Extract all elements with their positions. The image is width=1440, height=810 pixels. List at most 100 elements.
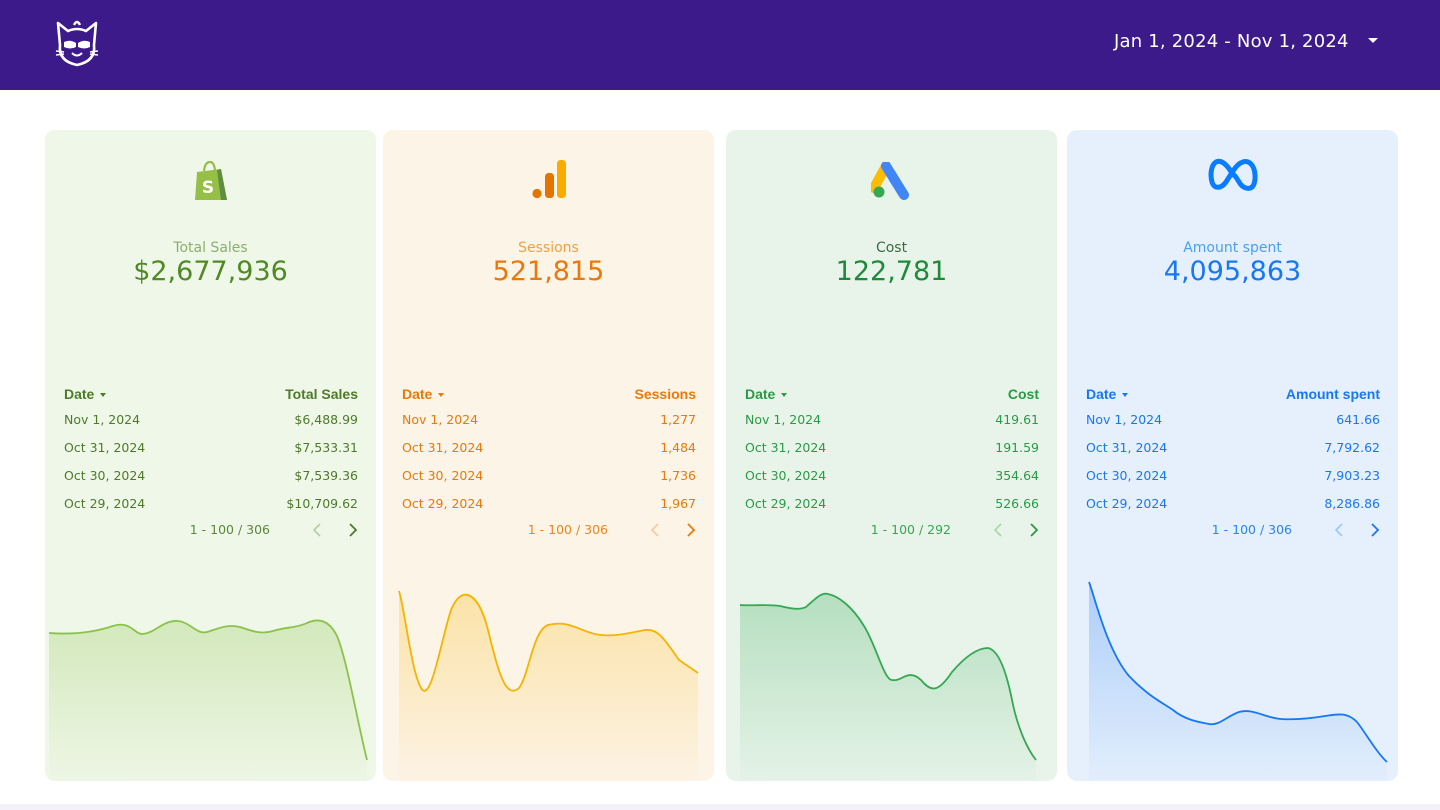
kpi-label: Amount spent (1183, 240, 1282, 256)
kpi-value: $2,677,936 (133, 256, 288, 287)
chevron-right-icon[interactable] (1029, 522, 1039, 538)
row-date: Nov 1, 2024 (745, 412, 822, 427)
row-value: 526.66 (995, 496, 1039, 511)
date-column-header[interactable]: Date (1086, 386, 1129, 402)
sort-caret-icon[interactable] (781, 393, 788, 398)
row-date: Oct 30, 2024 (64, 468, 146, 483)
kpi-value: 4,095,863 (1163, 256, 1302, 287)
row-date: Oct 30, 2024 (402, 468, 484, 483)
trend-area (740, 593, 1036, 781)
row-date: Oct 31, 2024 (402, 440, 484, 455)
pagination-range: 1 - 100 / 306 (189, 522, 270, 537)
row-value: $6,488.99 (294, 412, 358, 427)
meta-icon (1067, 158, 1398, 318)
cat-mascot-icon[interactable] (52, 17, 102, 69)
pagination-range: 1 - 100 / 306 (527, 522, 608, 537)
table-row: Oct 31, 2024 7,792.62 (1086, 440, 1380, 460)
table-row: Nov 1, 2024 1,277 (402, 412, 696, 432)
row-date: Oct 31, 2024 (745, 440, 827, 455)
trend-sparkline (1088, 581, 1388, 781)
metric-column-header[interactable]: Sessions (634, 386, 696, 402)
pagination-range: 1 - 100 / 306 (1211, 522, 1292, 537)
shopify-icon: S (45, 160, 376, 326)
chevron-left-icon[interactable] (312, 522, 322, 538)
chevron-right-icon[interactable] (686, 522, 696, 538)
row-value: 8,286.86 (1324, 496, 1380, 511)
table-row: Oct 31, 2024 191.59 (745, 440, 1039, 460)
row-date: Oct 29, 2024 (402, 496, 484, 511)
row-date: Nov 1, 2024 (64, 412, 141, 427)
row-date: Nov 1, 2024 (1086, 412, 1163, 427)
trend-sparkline (398, 590, 699, 781)
date-header-label: Date (1086, 386, 1117, 402)
table-row: Oct 29, 2024 $10,709.62 (64, 496, 358, 516)
row-date: Oct 29, 2024 (1086, 496, 1168, 511)
trend-area (49, 620, 367, 781)
sort-caret-icon[interactable] (100, 393, 107, 398)
chevron-left-icon[interactable] (650, 522, 660, 538)
row-date: Oct 29, 2024 (64, 496, 146, 511)
date-range-selector[interactable]: Jan 1, 2024 - Nov 1, 2024 (1114, 31, 1349, 52)
table-row: Oct 30, 2024 7,903.23 (1086, 468, 1380, 488)
row-value: 641.66 (1336, 412, 1380, 427)
date-header-label: Date (402, 386, 433, 402)
date-column-header[interactable]: Date (745, 386, 788, 402)
date-column-header[interactable]: Date (402, 386, 445, 402)
bottom-strip (0, 804, 1440, 810)
row-date: Oct 30, 2024 (745, 468, 827, 483)
kpi-value: 122,781 (835, 256, 948, 287)
table-row: Oct 30, 2024 1,736 (402, 468, 696, 488)
kpi-label: Sessions (518, 240, 579, 256)
sort-caret-icon[interactable] (1122, 393, 1129, 398)
google-analytics-icon (383, 160, 714, 324)
chevron-left-icon[interactable] (993, 522, 1003, 538)
row-value: 354.64 (995, 468, 1039, 483)
caret-down-icon[interactable] (1368, 38, 1378, 43)
table-row: Oct 29, 2024 526.66 (745, 496, 1039, 516)
row-value: 1,484 (660, 440, 696, 455)
table-row: Oct 30, 2024 $7,539.36 (64, 468, 358, 488)
table-row: Oct 29, 2024 8,286.86 (1086, 496, 1380, 516)
row-value: 1,736 (660, 468, 696, 483)
row-value: 1,277 (660, 412, 696, 427)
table-row: Oct 30, 2024 354.64 (745, 468, 1039, 488)
date-column-header[interactable]: Date (64, 386, 107, 402)
row-date: Nov 1, 2024 (402, 412, 479, 427)
sort-caret-icon[interactable] (438, 393, 445, 398)
trend-line (1088, 581, 1388, 763)
chevron-left-icon[interactable] (1334, 522, 1344, 538)
metric-column-header[interactable]: Total Sales (285, 386, 358, 402)
row-value: $7,533.31 (294, 440, 358, 455)
kpi-value: 521,815 (492, 256, 605, 287)
trend-sparkline (48, 619, 368, 781)
trend-line (739, 592, 1037, 761)
date-header-label: Date (745, 386, 776, 402)
row-date: Oct 31, 2024 (64, 440, 146, 455)
table-row: Oct 31, 2024 $7,533.31 (64, 440, 358, 460)
svg-text:S: S (201, 178, 213, 198)
trend-line (398, 590, 699, 692)
row-value: $7,539.36 (294, 468, 358, 483)
card-meta: Amount spent 4,095,863 Date Amount spent Nov… (1067, 130, 1398, 781)
chevron-right-icon[interactable] (1370, 522, 1380, 538)
top-bar: Jan 1, 2024 - Nov 1, 2024 (0, 0, 1440, 90)
table-row: Nov 1, 2024 641.66 (1086, 412, 1380, 432)
metric-column-header[interactable]: Cost (1007, 386, 1039, 402)
trend-area (399, 591, 698, 781)
trend-area (1089, 582, 1387, 781)
trend-line (48, 619, 368, 761)
google-ads-icon (726, 162, 1057, 322)
table-row: Oct 31, 2024 1,484 (402, 440, 696, 460)
row-value: 419.61 (995, 412, 1039, 427)
row-value: 7,903.23 (1324, 468, 1380, 483)
metric-column-header[interactable]: Amount spent (1285, 386, 1380, 402)
trend-sparkline (739, 592, 1037, 781)
date-header-label: Date (64, 386, 95, 402)
chevron-right-icon[interactable] (348, 522, 358, 538)
row-value: $10,709.62 (286, 496, 358, 511)
kpi-label: Cost (875, 240, 908, 256)
kpi-label: Total Sales (173, 240, 248, 256)
row-date: Oct 29, 2024 (745, 496, 827, 511)
row-date: Oct 31, 2024 (1086, 440, 1168, 455)
row-date: Oct 30, 2024 (1086, 468, 1168, 483)
